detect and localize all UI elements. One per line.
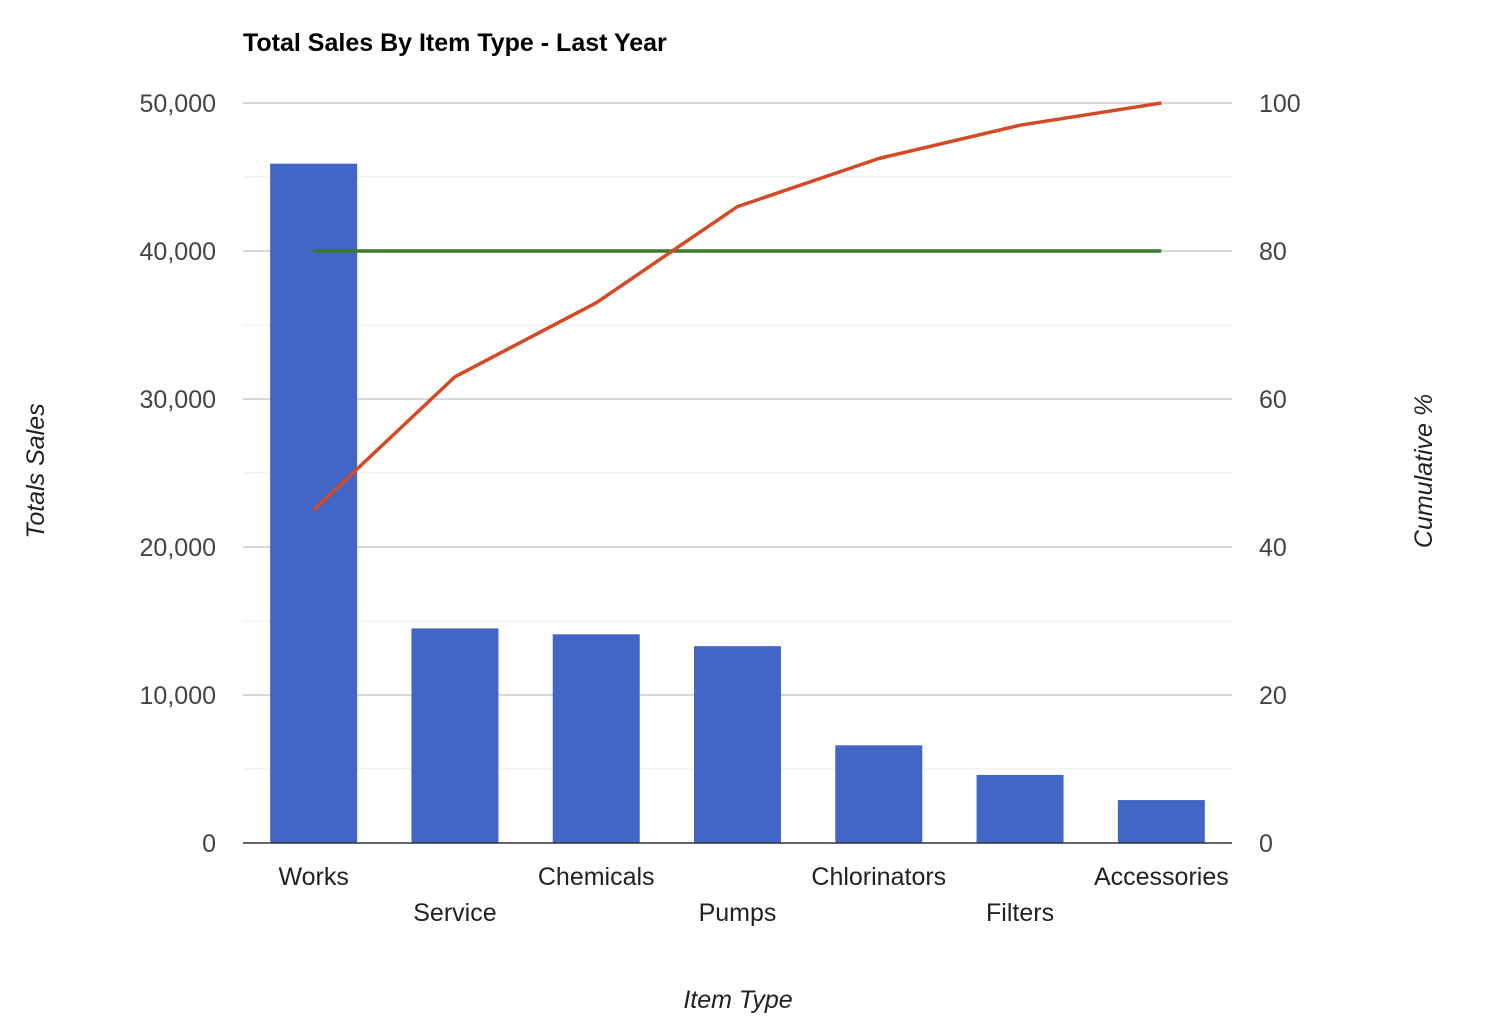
y2-tick-label: 100 [1259,90,1301,118]
y-tick-label: 10,000 [140,682,216,710]
y2-tick-label: 80 [1259,238,1287,266]
x-category-label: Service [413,899,496,927]
bar-pumps [694,646,781,843]
x-axis-title: Item Type [683,986,792,1014]
bar-works [270,163,358,843]
y2-axis-ticks: 0 20 40 60 80 100 [1259,90,1301,858]
bar-chemicals [552,634,640,843]
x-category-label: Chemicals [538,863,655,891]
cumulative-percent-line [312,101,1162,512]
x-category-label: Filters [986,899,1054,927]
y-tick-label: 30,000 [140,386,216,414]
chart-title: Total Sales By Item Type - Last Year [243,29,667,57]
x-category-label: Accessories [1094,863,1229,891]
y2-tick-label: 60 [1259,386,1287,414]
bar-service [411,628,499,843]
x-category-label: Works [278,863,348,891]
gridlines [243,102,1232,770]
x-axis-categories: Works Service Chemicals Pumps Chlorinators Fi… [278,863,1228,927]
bar-accessories [1117,800,1205,843]
y2-axis-title: Cumulative % [1410,394,1438,548]
y-axis-title: Totals Sales [22,403,50,538]
bar-series [270,163,1205,843]
y2-tick-label: 20 [1259,682,1287,710]
x-category-label: Pumps [699,899,777,927]
bar-filters [976,774,1064,843]
y-tick-label: 0 [202,830,216,858]
y-tick-label: 50,000 [140,90,216,118]
bar-chlorinators [835,745,923,843]
x-category-label: Chlorinators [811,863,946,891]
y2-tick-label: 40 [1259,534,1287,562]
y2-tick-label: 0 [1259,830,1273,858]
y-axis-ticks: 0 10,000 20,000 30,000 40,000 50,000 [140,90,216,858]
y-tick-label: 20,000 [140,534,216,562]
line-series [312,101,1162,512]
y-tick-label: 40,000 [140,238,216,266]
